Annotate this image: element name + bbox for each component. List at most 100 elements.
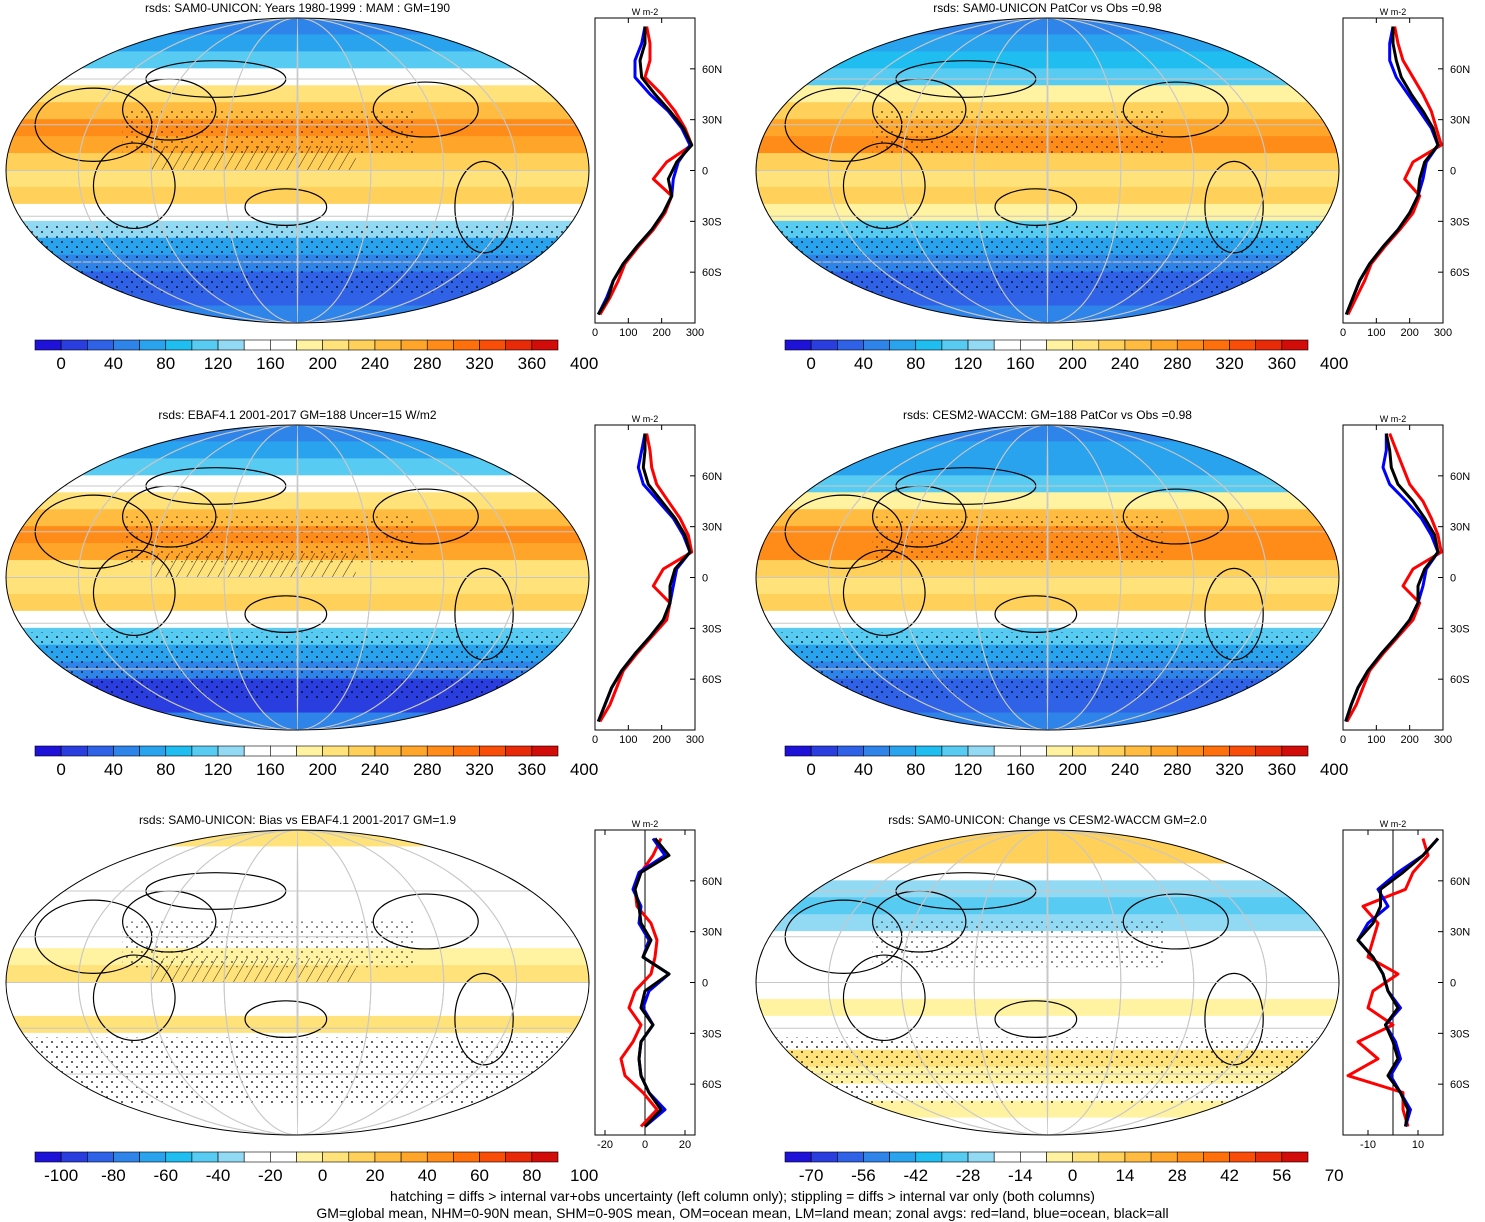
colorbar-tick-label: 0 [806, 760, 815, 779]
colorbar-tick-label: 320 [465, 354, 493, 373]
colorbar-cell [243, 1151, 271, 1163]
map-field [6, 18, 589, 324]
x-tick-label: -10 [1360, 1139, 1376, 1151]
zonal-line-all [1356, 837, 1440, 1127]
colorbar-cell [191, 339, 219, 351]
colorbar-cell [993, 745, 1021, 757]
graticule-lon [223, 830, 372, 1135]
colorbar-cell [374, 745, 402, 757]
panel-6: rsds: SAM0-UNICON: Change vs CESM2-WACCM… [755, 813, 1470, 1185]
colorbar-tick-label: 160 [1006, 760, 1034, 779]
footnote-line1: hatching = diffs > internal var+obs unce… [390, 1188, 1095, 1204]
hatching [151, 553, 356, 578]
colorbar-tick-label: 0 [56, 354, 65, 373]
colorbar-cell [348, 339, 376, 351]
colorbar-cell [426, 745, 454, 757]
x-tick-label: 300 [1434, 734, 1452, 746]
lat-tick-label: 60S [1450, 674, 1470, 686]
colorbar-cell [1176, 1151, 1204, 1163]
colorbar-tick-label: 0 [56, 760, 65, 779]
colorbar-cell [531, 339, 559, 351]
x-tick-label: 10 [1412, 1139, 1424, 1151]
colorbar-tick-label: -42 [903, 1166, 928, 1185]
colorbar-tick-label: 200 [308, 354, 336, 373]
graticule-lon [973, 830, 1122, 1135]
colorbar-tick-label: -20 [258, 1166, 283, 1185]
colorbar-cell [810, 1151, 838, 1163]
colorbar-tick-label: -40 [206, 1166, 231, 1185]
colorbar-tick-label: -100 [44, 1166, 78, 1185]
colorbar-cell [270, 339, 297, 351]
lat-tick-label: 30S [1450, 623, 1470, 635]
colorbar-cell [191, 745, 219, 757]
colorbar-cell [505, 1151, 533, 1163]
colorbar-cell [889, 1151, 917, 1163]
x-tick-label: 20 [679, 1139, 691, 1151]
x-tick-label: -20 [597, 1139, 613, 1151]
colorbar-cell [889, 339, 917, 351]
colorbar-cell [296, 1151, 323, 1163]
x-tick-label: 300 [686, 734, 704, 746]
lat-tick-label: 60N [702, 471, 722, 483]
colorbar-cell [915, 339, 943, 351]
colorbar-cell [836, 1151, 864, 1163]
lat-tick-label: 60N [1450, 471, 1470, 483]
lat-tick-label: 60S [702, 674, 722, 686]
unit-label: W m-2 [632, 7, 659, 17]
lat-tick-label: 30N [1450, 522, 1470, 534]
colorbar-tick-label: 320 [1215, 354, 1243, 373]
colorbar-cell [941, 1151, 969, 1163]
graticule-lon [150, 425, 445, 730]
colorbar-cell [1255, 339, 1283, 351]
colorbar-cell [87, 745, 114, 757]
colorbar-cell [453, 745, 480, 757]
colorbar-tick-label: 400 [570, 760, 598, 779]
colorbar-tick-label: 320 [1215, 760, 1243, 779]
lat-tick-label: 60S [702, 267, 722, 279]
coastline [994, 595, 1078, 633]
colorbar: 0 40 80 120 160 200 240 280 320 360 400 [34, 339, 598, 373]
map-outline [5, 17, 590, 324]
zonal-frame [1342, 424, 1444, 731]
colorbar-cell [453, 1151, 480, 1163]
graticule-lon [223, 425, 372, 730]
colorbar-tick-label: 80 [906, 760, 925, 779]
colorbar-cell [479, 745, 506, 757]
colorbar-tick-label: 200 [308, 760, 336, 779]
lat-tick-label: 30S [702, 1028, 722, 1040]
colorbar-cell [1124, 339, 1152, 351]
colorbar-cell [34, 339, 62, 351]
colorbar-tick-label: 80 [156, 760, 175, 779]
colorbar-cell [1281, 745, 1309, 757]
x-tick-label: 200 [1400, 734, 1418, 746]
x-tick-label: 100 [619, 327, 637, 339]
panel-title: rsds: SAM0-UNICON: Years 1980-1999 : MAM… [145, 1, 450, 15]
colorbar-cell [139, 745, 167, 757]
colorbar-cell [322, 745, 350, 757]
graticule-lon [296, 830, 299, 1135]
colorbar-cell [400, 745, 428, 757]
zonal-line-all [633, 837, 671, 1128]
colorbar-cell [1072, 339, 1100, 351]
colorbar-cell [243, 339, 271, 351]
hatching [151, 146, 356, 171]
colorbar-tick-label: 80 [906, 354, 925, 373]
colorbar-cell [113, 745, 140, 757]
zonal-plot: 60N 30N 0 30S 60S 0 100 200 300 W m-2 [1340, 414, 1470, 746]
graticule-lon [827, 425, 1268, 730]
colorbar-cell [1255, 1151, 1283, 1163]
lat-tick-label: 0 [1450, 978, 1456, 990]
colorbar-tick-label: 280 [1163, 760, 1191, 779]
colorbar-tick-label: -14 [1008, 1166, 1033, 1185]
colorbar-cell [1150, 339, 1178, 351]
colorbar-cell [60, 1151, 88, 1163]
colorbar: 0 40 80 120 160 200 240 280 320 360 400 [784, 339, 1348, 373]
colorbar-tick-label: 240 [361, 354, 389, 373]
colorbar-tick-label: 240 [1111, 760, 1139, 779]
colorbar-tick-label: 40 [104, 760, 123, 779]
lat-tick-label: 30S [702, 216, 722, 228]
panel-title: rsds: SAM0-UNICON PatCor vs Obs =0.98 [933, 1, 1162, 15]
colorbar-cell [1176, 339, 1204, 351]
colorbar-tick-label: 14 [1115, 1166, 1134, 1185]
colorbar-tick-label: 120 [954, 354, 982, 373]
